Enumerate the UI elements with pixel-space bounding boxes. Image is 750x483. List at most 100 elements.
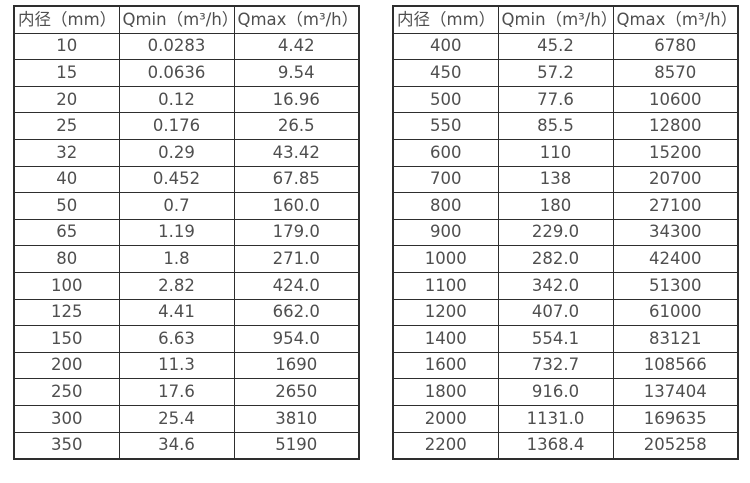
table-cell: 1368.4 [497, 431, 614, 460]
table-cell: 500 [392, 85, 499, 114]
table-row: 1600 732.7 108566 [392, 351, 739, 380]
table-row: 125 4.41 662.0 [13, 298, 360, 327]
table-cell: 1690 [233, 351, 360, 380]
table-cell: 57.2 [497, 59, 614, 87]
table-cell: 662.0 [233, 298, 360, 327]
flow-rate-tables: 内径（mm） Qmin（m³/h） Qmax（m³/h） 10 0.0283 4.4… [13, 5, 739, 461]
table-cell: 1600 [392, 351, 499, 380]
table-row: 32 0.29 43.42 [13, 138, 360, 167]
table-cell: 80 [13, 245, 120, 273]
table-cell: 1131.0 [497, 404, 614, 433]
table-row: 10 0.0283 4.42 [13, 32, 360, 61]
table-cell: 150 [13, 325, 120, 353]
table-cell: 25 [13, 112, 120, 140]
table-header-row: 内径（mm） Qmin（m³/h） Qmax（m³/h） [392, 5, 739, 34]
table-cell: 0.12 [118, 85, 235, 114]
col-header-inner-diameter: 内径（mm） [392, 5, 499, 34]
table-cell: 0.7 [118, 192, 235, 220]
table-row: 40 0.452 67.85 [13, 165, 360, 194]
table-row: 200 11.3 1690 [13, 351, 360, 380]
table-cell: 1.19 [118, 218, 235, 247]
col-header-qmin: Qmin（m³/h） [497, 5, 614, 34]
table-row: 150 6.63 954.0 [13, 325, 360, 353]
table-cell: 77.6 [497, 85, 614, 114]
table-cell: 67.85 [233, 165, 360, 194]
table-cell: 16.96 [233, 85, 360, 114]
table-cell: 1000 [392, 245, 499, 273]
col-header-qmax: Qmax（m³/h） [233, 5, 360, 34]
table-cell: 61000 [612, 298, 739, 327]
table-cell: 271.0 [233, 245, 360, 273]
flow-table-small-diameters: 内径（mm） Qmin（m³/h） Qmax（m³/h） 10 0.0283 4.4… [13, 5, 360, 461]
table-cell: 12800 [612, 112, 739, 140]
table-cell: 83121 [612, 325, 739, 353]
table-cell: 5190 [233, 431, 360, 460]
table-cell: 8570 [612, 59, 739, 87]
table-row: 1200 407.0 61000 [392, 298, 739, 327]
table-cell: 900 [392, 218, 499, 247]
table-row: 450 57.2 8570 [392, 59, 739, 87]
table-cell: 0.0283 [118, 32, 235, 61]
table-header-row: 内径（mm） Qmin（m³/h） Qmax（m³/h） [13, 5, 360, 34]
table-cell: 160.0 [233, 192, 360, 220]
flow-table-large-diameters: 内径（mm） Qmin（m³/h） Qmax（m³/h） 400 45.2 6780… [392, 5, 739, 461]
table-row: 2200 1368.4 205258 [392, 431, 739, 460]
table-cell: 125 [13, 298, 120, 327]
table-cell: 342.0 [497, 271, 614, 300]
table-cell: 40 [13, 165, 120, 194]
table-cell: 2000 [392, 404, 499, 433]
table-cell: 300 [13, 404, 120, 433]
table-cell: 450 [392, 59, 499, 87]
table-cell: 4.42 [233, 32, 360, 61]
table-cell: 34300 [612, 218, 739, 247]
table-cell: 43.42 [233, 138, 360, 167]
table-cell: 1.8 [118, 245, 235, 273]
table-cell: 50 [13, 192, 120, 220]
table-row: 800 180 27100 [392, 192, 739, 220]
table-row: 25 0.176 26.5 [13, 112, 360, 140]
table-cell: 137404 [612, 378, 739, 406]
table-cell: 180 [497, 192, 614, 220]
table-cell: 700 [392, 165, 499, 194]
table-cell: 10 [13, 32, 120, 61]
table-cell: 42400 [612, 245, 739, 273]
table-cell: 11.3 [118, 351, 235, 380]
col-header-inner-diameter: 内径（mm） [13, 5, 120, 34]
table-cell: 205258 [612, 431, 739, 460]
table-cell: 20700 [612, 165, 739, 194]
table-cell: 554.1 [497, 325, 614, 353]
table-row: 65 1.19 179.0 [13, 218, 360, 247]
table-cell: 169635 [612, 404, 739, 433]
table-cell: 732.7 [497, 351, 614, 380]
table-cell: 229.0 [497, 218, 614, 247]
table-cell: 424.0 [233, 271, 360, 300]
table-row: 700 138 20700 [392, 165, 739, 194]
table-cell: 1100 [392, 271, 499, 300]
table-row: 1800 916.0 137404 [392, 378, 739, 406]
table-cell: 138 [497, 165, 614, 194]
col-header-qmax: Qmax（m³/h） [612, 5, 739, 34]
table-row: 900 229.0 34300 [392, 218, 739, 247]
table-row: 500 77.6 10600 [392, 85, 739, 114]
table-row: 15 0.0636 9.54 [13, 59, 360, 87]
table-cell: 400 [392, 32, 499, 61]
table-row: 50 0.7 160.0 [13, 192, 360, 220]
table-cell: 550 [392, 112, 499, 140]
table-cell: 407.0 [497, 298, 614, 327]
table-cell: 15200 [612, 138, 739, 167]
table-row: 100 2.82 424.0 [13, 271, 360, 300]
table-cell: 51300 [612, 271, 739, 300]
table-cell: 600 [392, 138, 499, 167]
table-cell: 34.6 [118, 431, 235, 460]
table-row: 300 25.4 3810 [13, 404, 360, 433]
table-row: 1000 282.0 42400 [392, 245, 739, 273]
table-cell: 1800 [392, 378, 499, 406]
table-cell: 110 [497, 138, 614, 167]
table-row: 1400 554.1 83121 [392, 325, 739, 353]
table-cell: 4.41 [118, 298, 235, 327]
table-cell: 10600 [612, 85, 739, 114]
table-cell: 27100 [612, 192, 739, 220]
table-cell: 26.5 [233, 112, 360, 140]
table-cell: 1400 [392, 325, 499, 353]
table-cell: 25.4 [118, 404, 235, 433]
